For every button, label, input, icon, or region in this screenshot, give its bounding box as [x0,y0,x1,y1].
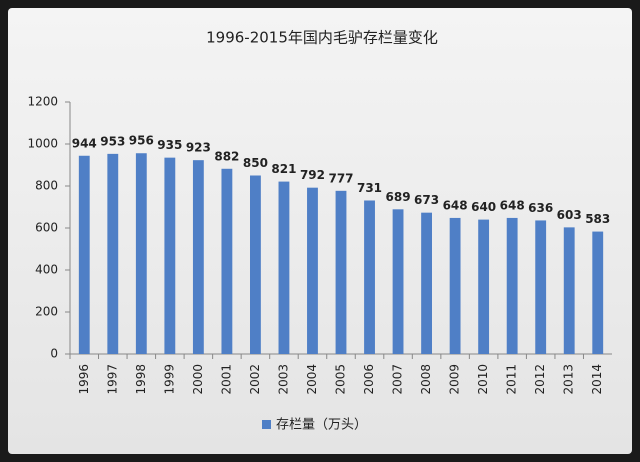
value-label: 956 [129,134,154,148]
x-tick-label: 1999 [162,364,176,395]
y-tick-label: 1000 [27,137,58,151]
x-tick-label: 2002 [248,364,262,395]
value-label: 648 [500,198,525,212]
bar [250,175,261,354]
y-tick-label: 800 [35,179,58,193]
bar [535,220,547,354]
x-tick-label: 1996 [77,364,91,395]
bar [335,190,347,354]
bar [506,217,518,354]
y-tick-label: 400 [35,263,58,277]
x-tick-label: 2006 [362,364,376,395]
bar [135,153,147,354]
bar [563,227,575,354]
legend-label: 存栏量（万头） [276,418,367,433]
bar [164,157,176,354]
value-label: 603 [557,208,582,222]
x-tick-label: 2005 [334,364,348,395]
bar [478,219,490,354]
y-tick-label: 200 [35,305,58,319]
bar [107,153,119,354]
value-label: 935 [157,138,182,152]
bar [449,217,461,354]
y-tick-label: 600 [35,221,58,235]
value-label: 777 [328,171,353,185]
x-tick-label: 2014 [590,364,604,395]
x-tick-label: 2003 [276,364,290,395]
bar [307,187,318,354]
x-tick-label: 2012 [533,364,547,395]
panel [8,8,632,454]
bar [592,231,604,354]
x-tick-label: 2007 [391,364,405,395]
bar [421,212,432,354]
bar [78,155,90,354]
y-tick-label: 0 [50,347,58,361]
bar [364,200,375,354]
legend-swatch [262,420,271,429]
bar [392,209,404,354]
value-label: 792 [300,168,325,182]
value-label: 583 [585,212,610,226]
value-label: 731 [357,181,382,195]
x-tick-label: 2011 [505,364,519,395]
value-label: 640 [471,200,496,214]
x-tick-label: 2009 [448,364,462,395]
value-label: 673 [414,193,439,207]
x-tick-label: 2000 [191,364,205,395]
value-label: 850 [243,156,268,170]
bar [221,168,233,354]
value-label: 648 [443,198,468,212]
x-tick-label: 2008 [419,364,433,395]
bar [278,181,290,354]
y-tick-label: 1200 [27,95,58,109]
chart-title: 1996-2015年国内毛驴存栏量变化 [206,29,438,47]
value-label: 923 [186,141,211,155]
value-label: 953 [100,134,125,148]
value-label: 944 [72,136,97,150]
x-tick-label: 2010 [476,364,490,395]
x-tick-label: 1997 [105,364,119,395]
x-tick-label: 1998 [134,364,148,395]
bar [192,160,204,354]
x-tick-label: 2001 [219,364,233,395]
value-label: 636 [528,201,553,215]
x-tick-label: 2013 [562,364,576,395]
value-label: 689 [386,190,411,204]
x-tick-label: 2004 [305,364,319,395]
value-label: 821 [271,162,296,176]
value-label: 882 [214,149,239,163]
